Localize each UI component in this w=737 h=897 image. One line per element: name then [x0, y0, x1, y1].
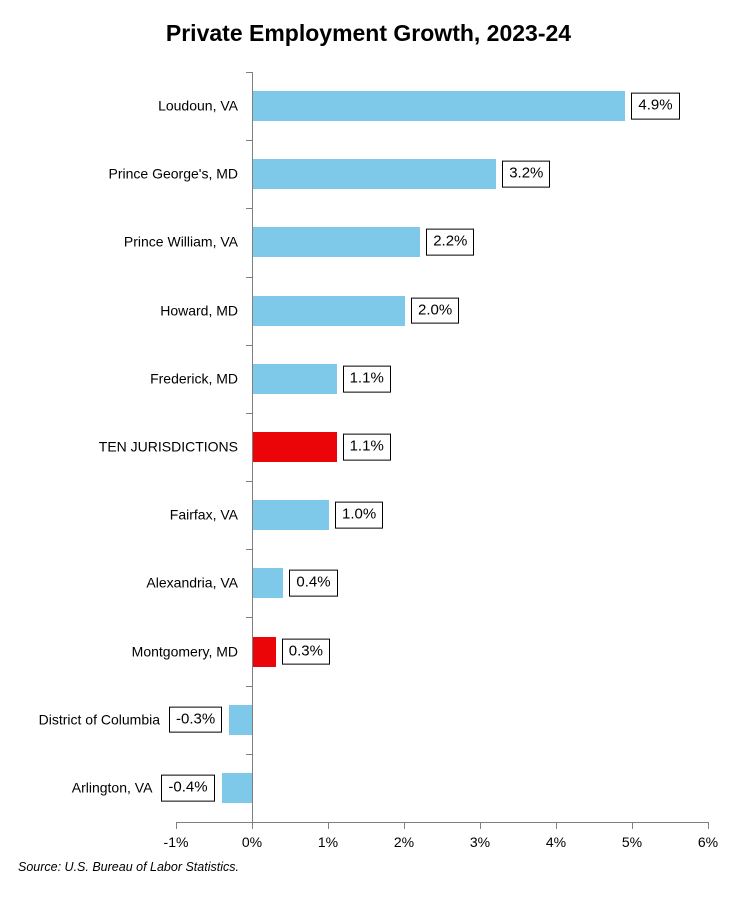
value-axis-tick: [556, 822, 557, 829]
category-label-prince-george-s-md: Prince George's, MD: [108, 165, 239, 182]
value-axis-line: [176, 822, 708, 823]
value-axis-tick: [252, 822, 253, 829]
category-axis-tick: [246, 481, 252, 483]
category-axis-tick: [246, 208, 252, 210]
category-label-district-of-columbia: District of Columbia: [38, 711, 161, 728]
value-axis-tick: [632, 822, 633, 829]
value-axis-tick-label: 4%: [545, 834, 567, 850]
category-label-alexandria-va: Alexandria, VA: [146, 574, 238, 591]
value-label-fairfax-va: 1.0%: [335, 501, 384, 529]
value-axis-tick-label: 2%: [393, 834, 415, 850]
category-label-loudoun-va: Loudoun, VA: [158, 97, 238, 114]
bar-prince-william-va: [253, 227, 421, 258]
value-label-frederick-md: 1.1%: [342, 365, 391, 393]
bar-prince-george-s-md: [253, 159, 497, 190]
value-axis-tick: [708, 822, 709, 829]
category-label-howard-md: Howard, MD: [160, 302, 238, 319]
category-axis-tick: [246, 140, 252, 142]
bar-loudoun-va: [253, 91, 626, 122]
value-axis-tick: [404, 822, 405, 829]
value-axis-tick-label: -1%: [163, 834, 189, 850]
value-axis-tick: [480, 822, 481, 829]
category-axis-tick: [246, 685, 252, 687]
bar-alexandria-va: [253, 568, 284, 599]
value-axis-tick-label: 6%: [697, 834, 719, 850]
category-axis-tick: [246, 412, 252, 414]
category-label-frederick-md: Frederick, MD: [150, 370, 238, 387]
bar-frederick-md: [253, 363, 337, 394]
category-label-fairfax-va: Fairfax, VA: [169, 506, 238, 523]
category-label-montgomery-md: Montgomery, MD: [131, 643, 238, 660]
bar-montgomery-md: [253, 636, 276, 667]
bar-ten-jurisdictions: [253, 432, 337, 462]
value-label-prince-william-va: 2.2%: [426, 229, 475, 256]
value-label-district-of-columbia: -0.3%: [169, 706, 223, 734]
category-axis-tick: [246, 344, 252, 346]
negative-label-group-district-of-columbia: District of Columbia -0.3%: [38, 706, 223, 734]
value-label-loudoun-va: 4.9%: [631, 92, 680, 120]
value-label-montgomery-md: 0.3%: [281, 638, 330, 665]
value-label-prince-george-s-md: 3.2%: [502, 160, 551, 188]
value-axis-tick-label: 3%: [469, 834, 491, 850]
negative-label-group-arlington-va: Arlington, VA -0.4%: [71, 774, 215, 802]
category-axis-tick: [246, 72, 252, 73]
value-label-arlington-va: -0.4%: [161, 774, 215, 802]
source-note: Source: U.S. Bureau of Labor Statistics.: [18, 860, 239, 874]
category-label-prince-william-va: Prince William, VA: [123, 234, 238, 251]
category-axis-tick: [246, 617, 252, 619]
value-axis-tick-label: 0%: [241, 834, 263, 850]
category-label-arlington-va: Arlington, VA: [71, 779, 153, 796]
bar-district-of-columbia: [229, 704, 252, 735]
value-axis-tick-label: 1%: [317, 834, 339, 850]
category-axis-line: [252, 72, 253, 822]
value-axis-tick-label: 5%: [621, 834, 643, 850]
category-axis-tick: [246, 549, 252, 551]
bar-arlington-va: [221, 772, 252, 803]
category-axis-tick: [246, 276, 252, 278]
value-label-ten-jurisdictions: 1.1%: [342, 433, 391, 461]
value-axis-tick: [176, 822, 177, 829]
category-label-ten-jurisdictions: TEN JURISDICTIONS: [98, 438, 238, 455]
value-axis-tick: [328, 822, 329, 829]
bar-fairfax-va: [253, 500, 329, 531]
bar-howard-md: [253, 295, 405, 326]
value-label-alexandria-va: 0.4%: [289, 569, 338, 597]
value-label-howard-md: 2.0%: [411, 297, 460, 324]
chart-title: Private Employment Growth, 2023-24: [165, 20, 572, 46]
category-axis-tick: [246, 753, 252, 755]
